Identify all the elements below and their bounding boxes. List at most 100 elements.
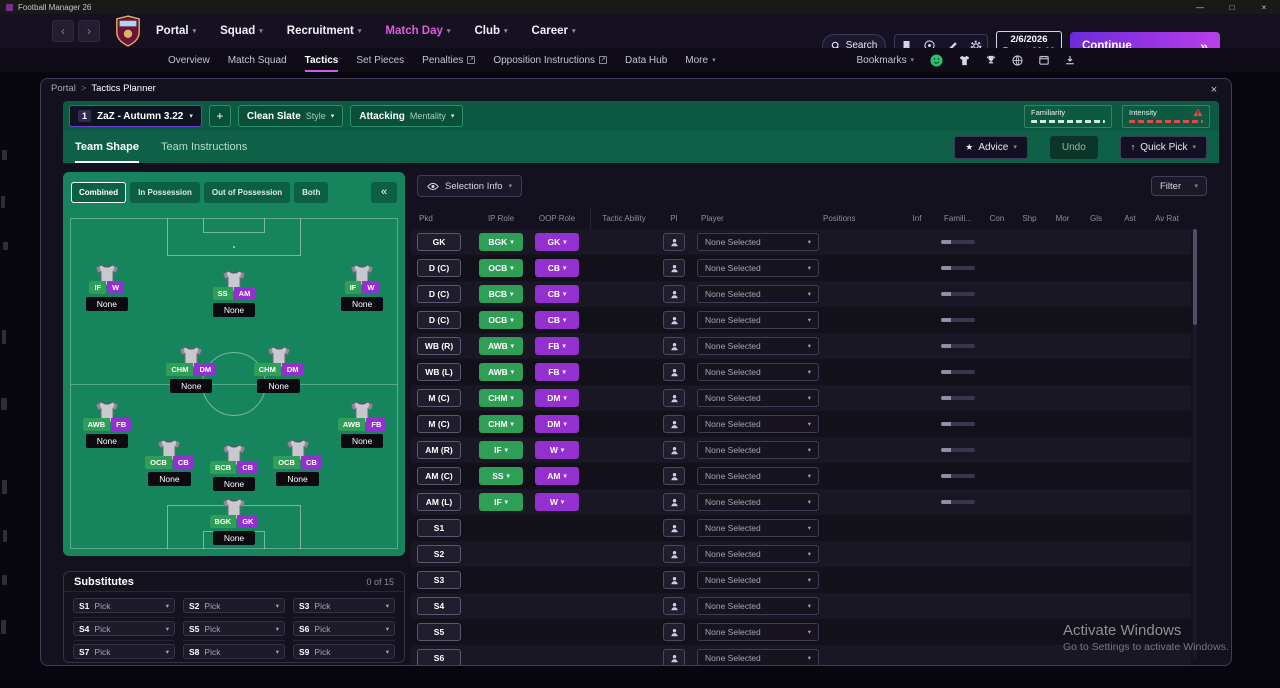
ip-role-dropdown[interactable]: SS ▾ [479,467,523,485]
player-instructions-button[interactable] [663,623,685,641]
club-crest[interactable] [114,15,142,47]
ip-role-dropdown[interactable]: OCB ▾ [479,259,523,277]
pitch-player[interactable]: SS AM None [197,270,271,317]
player-instructions-button[interactable] [663,337,685,355]
nav-menu-item[interactable]: Match Day ▾ [385,25,451,37]
player-instructions-button[interactable] [663,467,685,485]
position-badge[interactable]: D (C) [417,259,461,277]
oop-role-dropdown[interactable]: FB ▾ [535,363,579,381]
position-badge[interactable]: GK [417,233,461,251]
position-badge[interactable]: M (C) [417,389,461,407]
globe-icon[interactable] [1012,54,1023,66]
player-instructions-button[interactable] [663,545,685,563]
table-row[interactable]: WB (R) AWB ▾ FB ▾ [411,333,1191,359]
oop-role-dropdown[interactable]: AM ▾ [535,467,579,485]
pitch-player[interactable]: BGK GK None [197,498,271,546]
filter-dropdown[interactable]: Filter ▾ [1151,176,1207,196]
col-positions[interactable]: Positions [823,213,856,223]
player-instructions-button[interactable] [663,441,685,459]
breadcrumb-root[interactable]: Portal [51,83,76,94]
ip-role-dropdown[interactable]: OCB ▾ [479,311,523,329]
position-badge[interactable]: S4 [417,597,461,615]
col-ip-role[interactable]: IP Role [487,213,515,223]
nav-menu-item[interactable]: Recruitment ▾ [286,25,362,37]
undo-button[interactable]: Undo [1049,135,1098,159]
substitute-pick-dropdown[interactable]: S9 Pick ▾ [293,644,395,659]
col-player[interactable]: Player [701,213,724,223]
table-row[interactable]: GK BGK ▾ GK ▾ [411,229,1191,255]
player-instructions-button[interactable] [663,285,685,303]
forward-button[interactable]: › [78,20,100,42]
substitute-pick-dropdown[interactable]: S1 Pick ▾ [73,598,175,613]
player-select-dropdown[interactable]: None Selected ▾ [697,467,819,485]
position-badge[interactable]: D (C) [417,285,461,303]
ip-role-dropdown[interactable]: BCB ▾ [479,285,523,303]
selection-info-dropdown[interactable]: Selection Info ▾ [417,175,523,197]
close-window-button[interactable]: × [1261,2,1267,12]
player-instructions-button[interactable] [663,389,685,407]
ip-role-dropdown[interactable]: IF ▾ [479,493,523,511]
ip-role-dropdown[interactable]: IF ▾ [479,441,523,459]
position-badge[interactable]: S1 [417,519,461,537]
nav-menu-item[interactable]: Portal ▾ [156,25,197,37]
table-row[interactable]: D (C) BCB ▾ CB ▾ [411,281,1191,307]
oop-role-dropdown[interactable]: CB ▾ [535,285,579,303]
player-select-dropdown[interactable]: None Selected ▾ [697,441,819,459]
oop-role-dropdown[interactable]: CB ▾ [535,311,579,329]
player-select-dropdown[interactable]: None Selected ▾ [697,545,819,563]
player-select-dropdown[interactable]: None Selected ▾ [697,363,819,381]
oop-role-dropdown[interactable]: FB ▾ [535,337,579,355]
col-ast[interactable]: Ast [1124,213,1136,223]
substitute-pick-dropdown[interactable]: S2 Pick ▾ [183,598,285,613]
pitch-player[interactable]: BCB CB None [197,444,271,491]
table-row[interactable]: AM (R) IF ▾ W ▾ [411,437,1191,463]
table-row[interactable]: M (C) CHM ▾ DM ▾ [411,411,1191,437]
pitch-player[interactable]: OCB CB None [261,439,335,486]
player-instructions-button[interactable] [663,519,685,537]
player-instructions-button[interactable] [663,233,685,251]
position-badge[interactable]: AM (R) [417,441,461,459]
table-row[interactable]: AM (L) IF ▾ W ▾ [411,489,1191,515]
subnav-item[interactable]: Penalties ↗ ▾ [422,54,476,66]
position-badge[interactable]: M (C) [417,415,461,433]
shirt-icon[interactable] [959,55,970,66]
col-av-rat[interactable]: Av Rat [1155,213,1179,223]
oop-role-dropdown[interactable]: W ▾ [535,441,579,459]
ip-role-dropdown[interactable]: CHM ▾ [479,389,523,407]
pencil-icon[interactable] [941,34,964,58]
back-button[interactable]: ‹ [52,20,74,42]
oop-role-dropdown[interactable]: CB ▾ [535,259,579,277]
table-row[interactable]: S6 ▾ ▾ [411,645,1191,665]
trophy-icon[interactable] [986,55,996,65]
col-inf[interactable]: Inf [912,213,922,223]
player-instructions-button[interactable] [663,363,685,381]
pitch-player[interactable]: IF W None [325,264,399,311]
substitute-pick-dropdown[interactable]: S6 Pick ▾ [293,621,395,636]
player-instructions-button[interactable] [663,311,685,329]
player-instructions-button[interactable] [663,493,685,511]
table-row[interactable]: M (C) CHM ▾ DM ▾ [411,385,1191,411]
player-instructions-button[interactable] [663,259,685,277]
oop-role-dropdown[interactable]: DM ▾ [535,415,579,433]
player-select-dropdown[interactable]: None Selected ▾ [697,519,819,537]
nav-menu-item[interactable]: Squad ▾ [220,25,263,37]
position-badge[interactable]: S2 [417,545,461,563]
position-badge[interactable]: WB (L) [417,363,461,381]
position-badge[interactable]: WB (R) [417,337,461,355]
table-row[interactable]: WB (L) AWB ▾ FB ▾ [411,359,1191,385]
player-select-dropdown[interactable]: None Selected ▾ [697,571,819,589]
pitch-player[interactable]: CHM DM None [242,346,316,394]
scrollbar-thumb[interactable] [1193,229,1197,325]
pitch-player[interactable]: OCB CB None [132,439,206,486]
minimize-button[interactable]: — [1196,2,1204,12]
quick-pick-dropdown[interactable]: ↑ Quick Pick ▾ [1119,135,1207,159]
player-select-dropdown[interactable]: None Selected ▾ [697,233,819,251]
advice-dropdown[interactable]: ★ Advice ▾ [954,135,1028,159]
substitute-pick-dropdown[interactable]: S5 Pick ▾ [183,621,285,636]
download-icon[interactable] [1065,55,1075,65]
ip-role-dropdown[interactable]: CHM ▾ [479,415,523,433]
subnav-item[interactable]: Tactics ↗ ▾ [304,48,338,72]
maximize-button[interactable]: □ [1229,2,1235,12]
pitch-filter-button[interactable]: Combined [71,182,127,203]
table-row[interactable]: S5 ▾ ▾ [411,619,1191,645]
